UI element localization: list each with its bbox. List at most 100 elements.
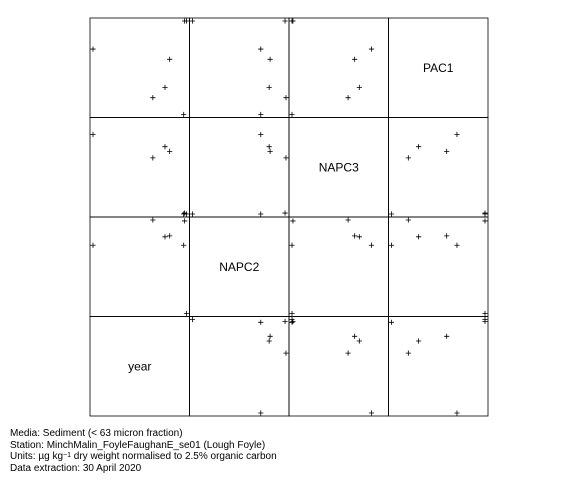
point-pac1-year-0 [454, 410, 460, 416]
point-napc2-year-6 [189, 316, 196, 323]
point-pac1-year-4 [388, 319, 395, 325]
point-napc3-pac1-6 [289, 18, 295, 24]
point-year-pac1-6 [183, 18, 190, 24]
footer-units: Units: µg kg−1 dry weight normalised to … [10, 451, 277, 463]
point-year-napc2-5 [182, 218, 188, 224]
point-napc3-pac1-3 [352, 56, 358, 62]
point-year-pac1-3 [167, 56, 173, 62]
point-napc3-napc2-1 [345, 217, 351, 223]
point-napc2-pac1-3 [267, 56, 273, 62]
point-napc2-napc3-3 [267, 148, 273, 154]
point-napc2-napc3-0 [258, 131, 264, 138]
point-pac1-napc2-3 [444, 233, 450, 239]
panel-PAC1-vs-year [388, 316, 489, 417]
point-napc3-year-2 [356, 338, 362, 344]
point-napc2-pac1-1 [283, 95, 289, 101]
point-year-napc3-6 [183, 211, 190, 217]
point-napc2-napc3-2 [266, 144, 272, 150]
point-pac1-napc2-1 [405, 217, 411, 223]
panel-PAC1-vs-NAPC2 [388, 216, 489, 317]
point-napc3-napc2-6 [289, 310, 295, 317]
point-napc3-napc2-2 [356, 234, 362, 240]
point-year-napc2-1 [150, 217, 156, 223]
point-napc2-year-2 [266, 338, 272, 344]
point-napc3-year-0 [368, 410, 375, 416]
point-year-napc3-0 [90, 131, 96, 138]
point-napc2-year-3 [267, 333, 273, 339]
point-pac1-napc2-5 [482, 218, 488, 224]
point-pac1-year-1 [405, 350, 411, 356]
point-year-napc2-6 [183, 310, 190, 317]
panel-year-vs-NAPC2 [89, 216, 190, 317]
point-year-pac1-1 [150, 95, 156, 101]
point-pac1-napc2-6 [482, 310, 488, 317]
point-napc3-year-6 [289, 316, 295, 323]
footer-station: Station: MinchMalin_FoyleFaughanE_se01 (… [10, 439, 266, 451]
point-year-napc3-1 [150, 155, 156, 161]
panel-PAC1-vs-NAPC3 [388, 117, 489, 218]
point-pac1-napc3-6 [482, 211, 488, 217]
point-pac1-napc3-3 [444, 148, 450, 154]
point-year-napc3-3 [167, 148, 173, 154]
point-year-pac1-2 [162, 84, 168, 90]
point-year-napc2-0 [90, 242, 96, 248]
point-napc2-napc3-6 [189, 211, 196, 217]
units-prefix: Units: µg kg [10, 451, 64, 462]
point-napc2-year-5 [282, 318, 288, 324]
point-pac1-year-2 [416, 338, 422, 344]
diagonal-label-napc2: NAPC2 [219, 260, 259, 274]
point-napc2-pac1-6 [189, 18, 196, 24]
point-pac1-napc3-4 [388, 211, 395, 217]
point-pac1-year-3 [444, 333, 450, 339]
point-year-pac1-0 [90, 46, 96, 52]
point-napc3-year-1 [345, 350, 351, 356]
point-pac1-napc3-1 [405, 155, 411, 161]
point-napc2-pac1-0 [258, 46, 264, 52]
diagonal-label-pac1: PAC1 [423, 61, 454, 75]
point-year-napc2-2 [162, 234, 168, 240]
point-pac1-napc2-2 [416, 234, 422, 240]
point-napc3-pac1-1 [345, 95, 351, 101]
point-napc3-napc2-3 [352, 233, 358, 239]
panel-NAPC3-vs-PAC1 [288, 17, 389, 118]
point-napc2-napc3-4 [258, 211, 264, 217]
scatter-matrix: year NAPC2 NAPC3 PAC1 [89, 17, 489, 417]
point-napc2-napc3-1 [283, 155, 289, 161]
units-suffix: dry weight normalised to 2.5% organic ca… [71, 451, 277, 462]
point-pac1-napc3-0 [454, 131, 460, 138]
point-napc2-pac1-5 [282, 18, 288, 24]
point-year-napc3-2 [162, 144, 168, 150]
point-napc3-pac1-2 [356, 84, 362, 90]
point-pac1-napc2-4 [388, 242, 395, 248]
point-napc2-napc3-5 [282, 210, 288, 216]
point-napc3-pac1-0 [368, 46, 375, 52]
point-napc2-pac1-2 [266, 84, 272, 90]
point-napc2-year-4 [258, 319, 264, 325]
point-napc2-year-0 [258, 410, 264, 416]
point-pac1-napc2-0 [454, 242, 460, 248]
point-year-napc2-3 [167, 233, 173, 239]
diagonal-label-year: year [128, 359, 151, 373]
panel-NAPC2-vs-PAC1 [189, 17, 290, 118]
diagonal-label-napc3: NAPC3 [319, 160, 359, 174]
panel-NAPC3-vs-NAPC2 [288, 216, 389, 317]
panel-NAPC3-vs-year [288, 316, 389, 417]
point-napc3-napc2-0 [368, 242, 375, 248]
panel-NAPC2-vs-year [189, 316, 290, 417]
point-year-pac1-4 [181, 111, 187, 118]
panel-year-vs-NAPC3 [89, 117, 190, 218]
point-pac1-year-6 [482, 316, 488, 323]
point-pac1-napc3-2 [416, 144, 422, 150]
point-napc2-pac1-4 [258, 111, 264, 118]
point-napc3-year-3 [352, 333, 358, 339]
panel-PAC1-vs-PAC1 [388, 17, 489, 118]
point-year-napc2-4 [181, 242, 187, 248]
point-napc3-pac1-4 [289, 111, 295, 118]
footer-extraction: Data extraction: 30 April 2020 [10, 462, 142, 474]
panel-NAPC2-vs-NAPC3 [189, 117, 290, 218]
point-napc3-napc2-4 [289, 242, 295, 248]
panel-year-vs-PAC1 [89, 17, 190, 118]
point-napc3-napc2-5 [290, 218, 296, 224]
point-napc2-year-1 [283, 350, 289, 356]
footer-notes: Media: Sediment (< 63 micron fraction) S… [10, 428, 277, 474]
